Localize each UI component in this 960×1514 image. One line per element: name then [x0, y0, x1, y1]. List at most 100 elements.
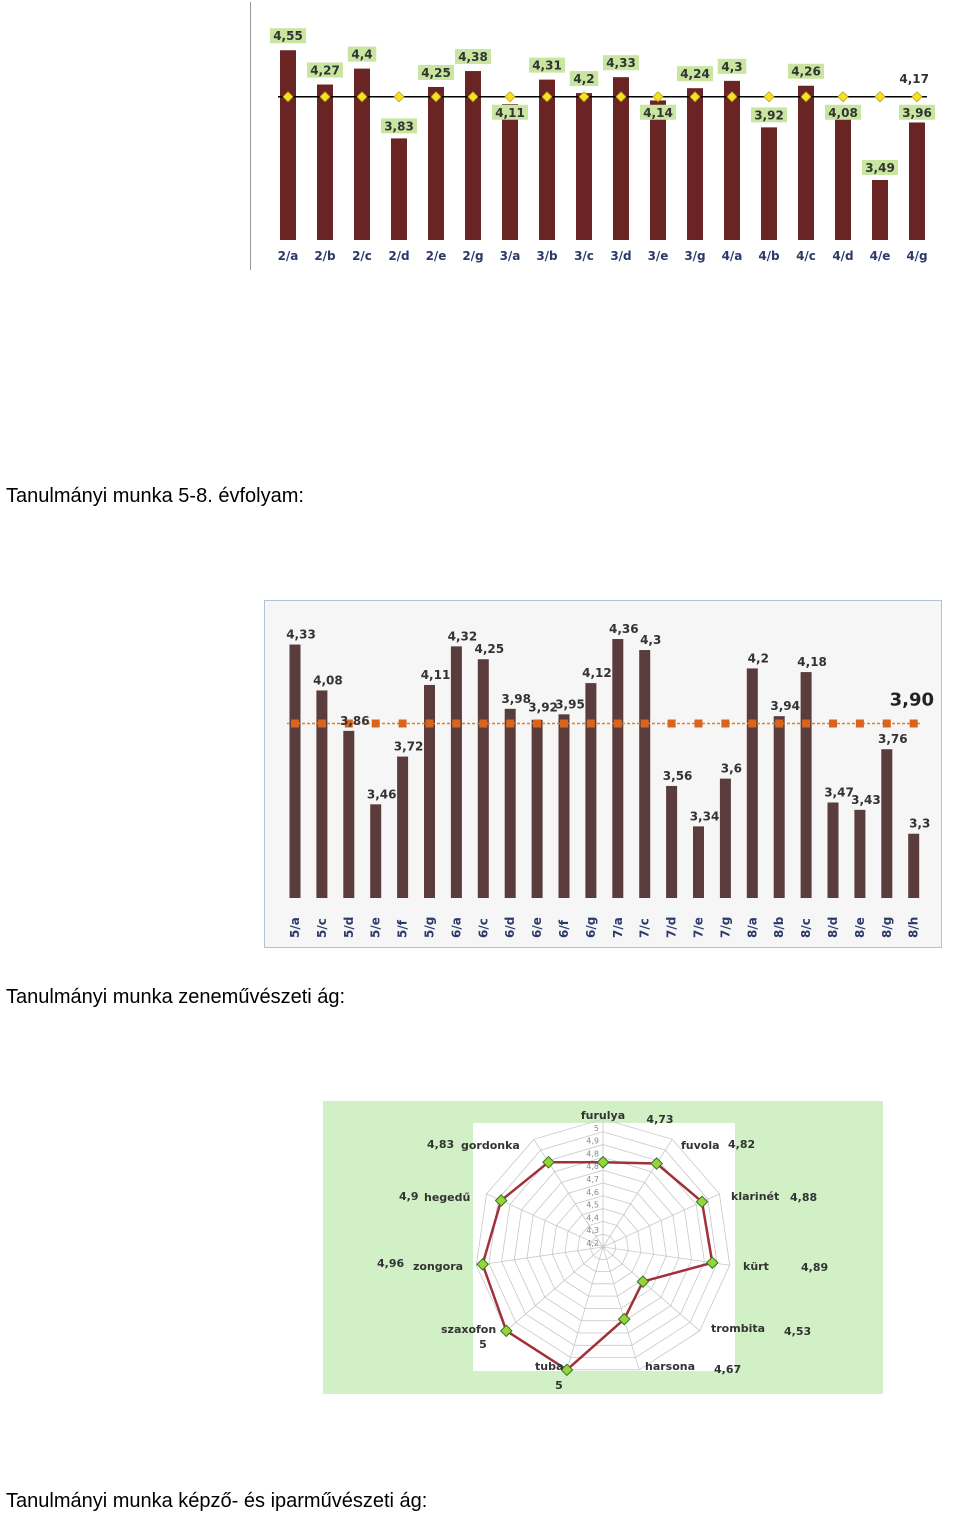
- radar-value-klarinét: 4,88: [790, 1191, 817, 1204]
- average-marker: [802, 719, 811, 728]
- radar-value-hegedű: 4,9: [399, 1190, 419, 1203]
- radar-category-zongora: zongora: [413, 1260, 463, 1273]
- category-label-3/a: 3/a: [500, 249, 521, 263]
- chart-music-radar: 4,2 4,3 4,4 4,5 4,6 4,7 4,8 4,8 4,9 5 furulya 4,73 f…: [323, 1101, 883, 1394]
- category-label-8/e: 8/e: [853, 917, 867, 938]
- radar-point-fuvola: [650, 1157, 663, 1170]
- average-marker: [533, 719, 542, 728]
- value-label-4/d: 4,08: [828, 106, 858, 120]
- radar-point-harsona: [617, 1312, 631, 1326]
- bar-2/e: [428, 86, 444, 240]
- radar-tick-label: 4,7: [586, 1175, 599, 1184]
- radar-grid-ring: [513, 1156, 693, 1334]
- chart-grade-2-4: 4,55 4,27 4,4 3,83 4,25 4,38 4,11 4,31 4,2 4,33 4,…: [250, 2, 956, 270]
- bar-8/d: [827, 802, 839, 898]
- bar-3/b: [539, 79, 555, 241]
- value-label-bg: [825, 104, 861, 120]
- radar-grid-ring: [526, 1169, 680, 1322]
- value-label-3/c: 4,2: [573, 72, 594, 86]
- bar-4/b: [761, 127, 777, 240]
- value-label-bg: [717, 58, 747, 74]
- radar-tick-label: 4,4: [586, 1213, 599, 1222]
- bar-3/g: [687, 88, 703, 240]
- category-label-4/b: 4/b: [758, 249, 780, 263]
- radar-value-tuba: 5: [555, 1379, 563, 1392]
- radar-category-trombita: trombita: [711, 1322, 765, 1335]
- radar-point-kürt: [705, 1256, 719, 1270]
- value-label-bg: [418, 64, 454, 80]
- heading-music-branch: Tanulmányi munka zeneművészeti ág:: [6, 986, 346, 1008]
- average-marker: [393, 91, 405, 103]
- radar-spoke: [533, 1139, 604, 1248]
- average-marker: [398, 719, 407, 728]
- average-marker: [874, 91, 886, 103]
- average-marker: [721, 719, 730, 728]
- radar-grid-ring: [577, 1220, 629, 1273]
- value-label-4/g: 3,96: [902, 106, 932, 120]
- category-label-4/a: 4/a: [722, 249, 743, 263]
- bar-4/g: [909, 122, 925, 240]
- value-label-4/e: 3,49: [865, 161, 895, 175]
- category-label-5/f: 5/f: [396, 919, 410, 938]
- average-marker: [319, 91, 331, 103]
- value-label-bg: [529, 57, 565, 73]
- radar-point-furulya: [596, 1155, 610, 1169]
- average-marker: [356, 91, 368, 103]
- value-label-5/e: 3,46: [367, 787, 397, 801]
- value-label-bg: [751, 107, 787, 123]
- bar-4/c: [798, 85, 814, 240]
- value-label-bg: [788, 63, 824, 79]
- category-label-7/d: 7/d: [665, 917, 679, 938]
- value-label-bg: [569, 71, 599, 87]
- value-label-2/g: 4,38: [458, 50, 488, 64]
- average-label: 3,90: [890, 690, 934, 711]
- category-label-3/e: 3/e: [648, 249, 669, 263]
- value-label-8/g: 3,76: [878, 732, 908, 746]
- category-label-6/d: 6/d: [503, 917, 517, 938]
- plot-background: [264, 600, 942, 948]
- value-label-3/g: 4,24: [680, 67, 710, 81]
- average-marker: [371, 719, 380, 728]
- category-label-8/g: 8/g: [880, 917, 894, 938]
- value-label-bg: [270, 28, 306, 44]
- average-marker: [837, 91, 849, 103]
- value-label-4/b: 3,92: [754, 108, 784, 122]
- value-label-2/a: 4,55: [273, 29, 303, 43]
- value-label-6/d: 3,98: [501, 692, 531, 706]
- radar-spoke: [602, 1246, 640, 1370]
- value-label-7/e: 3,34: [690, 809, 720, 823]
- chart-grade-5-8: 4,33 4,08 3,86 3,46 3,72 4,11 4,32 4,25 3,98 3,92…: [264, 600, 942, 948]
- radar-grid-ring: [589, 1233, 617, 1260]
- average-marker: [829, 719, 837, 728]
- average-marker: [344, 719, 353, 728]
- average-marker: [909, 719, 918, 728]
- category-label-6/a: 6/a: [449, 917, 463, 938]
- value-label-6/a: 4,32: [448, 629, 478, 643]
- bar-4/e: [872, 180, 888, 240]
- radar-point-trombita: [636, 1275, 650, 1288]
- category-label-6/e: 6/e: [530, 917, 544, 938]
- value-label-2/d: 3,83: [384, 119, 414, 133]
- bar-7/d: [666, 785, 678, 898]
- average-marker: [911, 91, 923, 103]
- value-label-5/g: 4,11: [421, 668, 451, 682]
- category-label-6/c: 6/c: [476, 918, 490, 938]
- category-label-6/g: 6/g: [584, 917, 598, 938]
- bar-5/c: [316, 690, 328, 898]
- radar-category-szaxofon: szaxofon: [441, 1323, 496, 1336]
- bar-5/d: [343, 730, 355, 898]
- average-marker: [282, 91, 294, 103]
- radar-grid-ring: [488, 1131, 718, 1358]
- average-label: 4,17: [899, 72, 929, 86]
- value-label-6/c: 4,25: [474, 642, 504, 656]
- value-label-5/d: 3,86: [340, 714, 370, 728]
- category-label-2/e: 2/e: [426, 249, 447, 263]
- average-marker: [667, 719, 676, 728]
- bar-7/g: [719, 778, 731, 898]
- value-label-8/a: 4,2: [748, 651, 769, 665]
- average-marker: [694, 719, 703, 728]
- category-label-5/g: 5/g: [423, 917, 437, 938]
- value-label-bg: [862, 160, 898, 176]
- value-label-2/c: 4,4: [351, 48, 372, 62]
- value-label-8/e: 3,43: [851, 793, 881, 807]
